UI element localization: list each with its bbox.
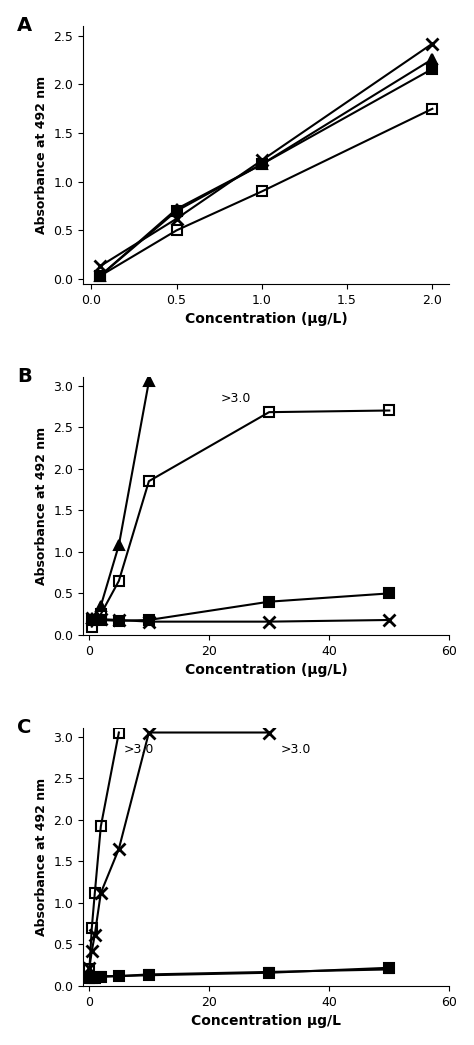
Text: C: C [17,718,31,737]
Text: >3.0: >3.0 [281,743,311,757]
Text: B: B [17,367,32,386]
Text: A: A [17,16,32,34]
Text: >3.0: >3.0 [124,743,154,757]
Y-axis label: Absorbance at 492 nm: Absorbance at 492 nm [35,76,47,234]
Y-axis label: Absorbance at 492 nm: Absorbance at 492 nm [35,779,47,936]
X-axis label: Concentration (μg/L): Concentration (μg/L) [185,312,347,326]
X-axis label: Concentration μg/L: Concentration μg/L [191,1015,341,1028]
Y-axis label: Absorbance at 492 nm: Absorbance at 492 nm [35,427,47,585]
Text: >3.0: >3.0 [221,392,251,405]
X-axis label: Concentration (μg/L): Concentration (μg/L) [185,664,347,677]
